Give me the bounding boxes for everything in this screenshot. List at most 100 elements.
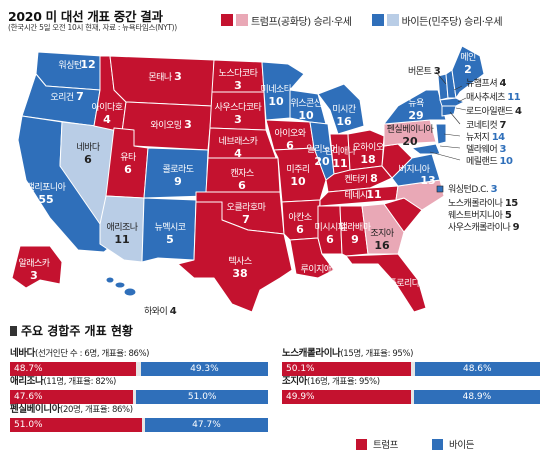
ext-label-votes-4: 7 [499, 120, 506, 131]
state-votes-sd: 3 [234, 113, 242, 126]
state-texas [177, 201, 293, 313]
state-alaska [11, 245, 63, 289]
legend-biden: 바이든(민주당) 승리·우세 [371, 13, 503, 28]
state-votes-wy: 3 [184, 118, 192, 131]
state-votes-nv: 6 [84, 153, 92, 166]
state-label-mo: 미주리 [286, 164, 310, 175]
ext-label-votes-1: 4 [499, 78, 506, 89]
state-label-ne: 네브래스카 [219, 136, 258, 147]
state-votes-or: 7 [76, 90, 84, 103]
section-marker [10, 326, 17, 336]
result-state-detail: (11명, 개표율: 82%) [43, 377, 116, 387]
state-label-la: 루이지애나 [301, 264, 340, 275]
state-new-jersey [435, 123, 447, 145]
state-votes-al: 9 [351, 233, 359, 246]
state-label-ky: 켄터키 [344, 174, 368, 185]
state-votes-ky: 8 [370, 172, 378, 185]
state-label-id: 아이다호 [91, 102, 122, 113]
state-label-ks: 캔자스 [230, 168, 254, 179]
result-bar: 47.6% 51.0% [10, 390, 268, 404]
state-label-mi: 미시간 [332, 104, 356, 115]
ext-label-name-5: 뉴저지 [466, 132, 492, 143]
biden-share-bar: 51.0% [136, 390, 268, 404]
state-votes-tx: 38 [232, 267, 247, 280]
state-votes-ny: 29 [408, 109, 423, 122]
state-label-wi: 위스콘신 [290, 98, 321, 109]
ext-label-name-8: 워싱턴D.C. [448, 184, 491, 195]
state-label-pa: 펜실베이니아 [387, 124, 435, 135]
ext-label-7: 메릴랜드 10 [466, 156, 513, 167]
state-florida [345, 253, 427, 313]
state-west-virginia [381, 143, 413, 179]
state-votes-ca: 55 [38, 193, 53, 206]
result-block: 펜실베이니아(20명, 개표율: 86%) 51.0% 47.7% [10, 401, 268, 432]
ext-label-2: 매사추세츠 11 [466, 92, 521, 103]
result-block-title: 애리조나(11명, 개표율: 82%) [10, 373, 268, 387]
state-votes-fl: 29 [418, 276, 433, 289]
state-votes-ga: 16 [374, 239, 390, 252]
state-votes-az: 11 [114, 233, 129, 246]
state-label-nv: 네바다 [76, 142, 101, 153]
ext-label-1: 뉴햄프셔 4 [466, 77, 506, 89]
state-label-nd: 노스다코타 [219, 68, 259, 79]
state-votes-mo: 10 [290, 175, 306, 188]
state-votes-ne: 4 [234, 147, 242, 160]
ext-label-3: 로드아일랜드 4 [466, 106, 522, 117]
state-georgia [361, 203, 405, 255]
state-new-york [383, 89, 447, 125]
state-label-ut: 유타 [120, 152, 137, 163]
state-votes-wi: 10 [298, 109, 314, 122]
ext-label-votes-3: 4 [515, 106, 522, 117]
result-bar: 49.9% 48.9% [282, 390, 540, 404]
state-label-tn: 테네시 [344, 190, 368, 201]
remaining-share-bar [141, 418, 145, 432]
state-votes-oh: 18 [360, 153, 375, 166]
ext-label-votes-12: 4 [170, 306, 177, 317]
state-votes-id: 4 [103, 113, 111, 126]
state-label-me: 메인 [460, 52, 476, 63]
results-legend-biden: 바이든 [432, 437, 474, 451]
ext-label-votes-7: 10 [499, 156, 512, 167]
ext-label-12: 하와이 4 [144, 305, 177, 317]
state-michigan [317, 83, 365, 135]
result-state-detail: (선거인단 수 : 6명, 개표율: 86%) [35, 349, 150, 359]
ext-label-4: 코네티컷 7 [466, 120, 506, 131]
state-label-in: 인디애나 [324, 146, 355, 157]
state-votes-ut: 6 [124, 163, 132, 176]
ext-label-votes-5: 14 [492, 132, 505, 143]
result-block: 조지아(16명, 개표율: 95%) 49.9% 48.9% [282, 373, 540, 404]
result-bar: 51.0% 47.7% [10, 418, 268, 432]
state-label-wy: 와이오밍 [150, 119, 181, 131]
result-state-detail: (16명, 개표율: 95%) [307, 377, 380, 387]
state-label-or: 오리건 [50, 92, 74, 103]
dc-marker [436, 185, 444, 193]
ext-label-name-1: 뉴햄프셔 [466, 77, 499, 89]
results-legend-trump: 트럼프 [356, 437, 398, 451]
result-state-name: 애리조나 [10, 376, 44, 387]
results-legend-swatch-biden [432, 438, 444, 450]
state-label-wa: 워싱턴 [58, 60, 82, 71]
state-label-ny: 뉴욕 [408, 98, 424, 109]
state-label-az: 애리조나 [106, 222, 137, 233]
ext-label-0: 버몬트 3 [408, 66, 441, 77]
state-votes-mi: 16 [336, 115, 352, 128]
state-label-ms: 미시시피 [314, 222, 345, 233]
ext-label-votes-10: 5 [505, 210, 512, 221]
state-votes-ak: 3 [30, 269, 38, 282]
state-votes-wa: 12 [80, 58, 95, 71]
state-label-ga: 조지아 [370, 228, 395, 239]
ext-label-votes-11: 9 [513, 222, 520, 233]
state-votes-nd: 3 [234, 79, 242, 92]
biden-share-bar: 48.9% [413, 390, 540, 404]
ext-label-8: 워싱턴D.C. 3 [448, 184, 498, 195]
state-maryland [411, 143, 441, 155]
result-block: 네바다(선거인단 수 : 6명, 개표율: 86%) 48.7% 49.3% [10, 345, 268, 376]
trump-share-bar: 49.9% [282, 390, 411, 404]
state-votes-in: 11 [332, 157, 347, 170]
state-label-va: 버지니아 [398, 164, 430, 175]
remaining-share-bar [132, 390, 137, 404]
ext-label-9: 노스캐롤라이나 15 [448, 198, 518, 209]
leader-lines [429, 71, 467, 161]
state-new-mexico [141, 197, 197, 263]
